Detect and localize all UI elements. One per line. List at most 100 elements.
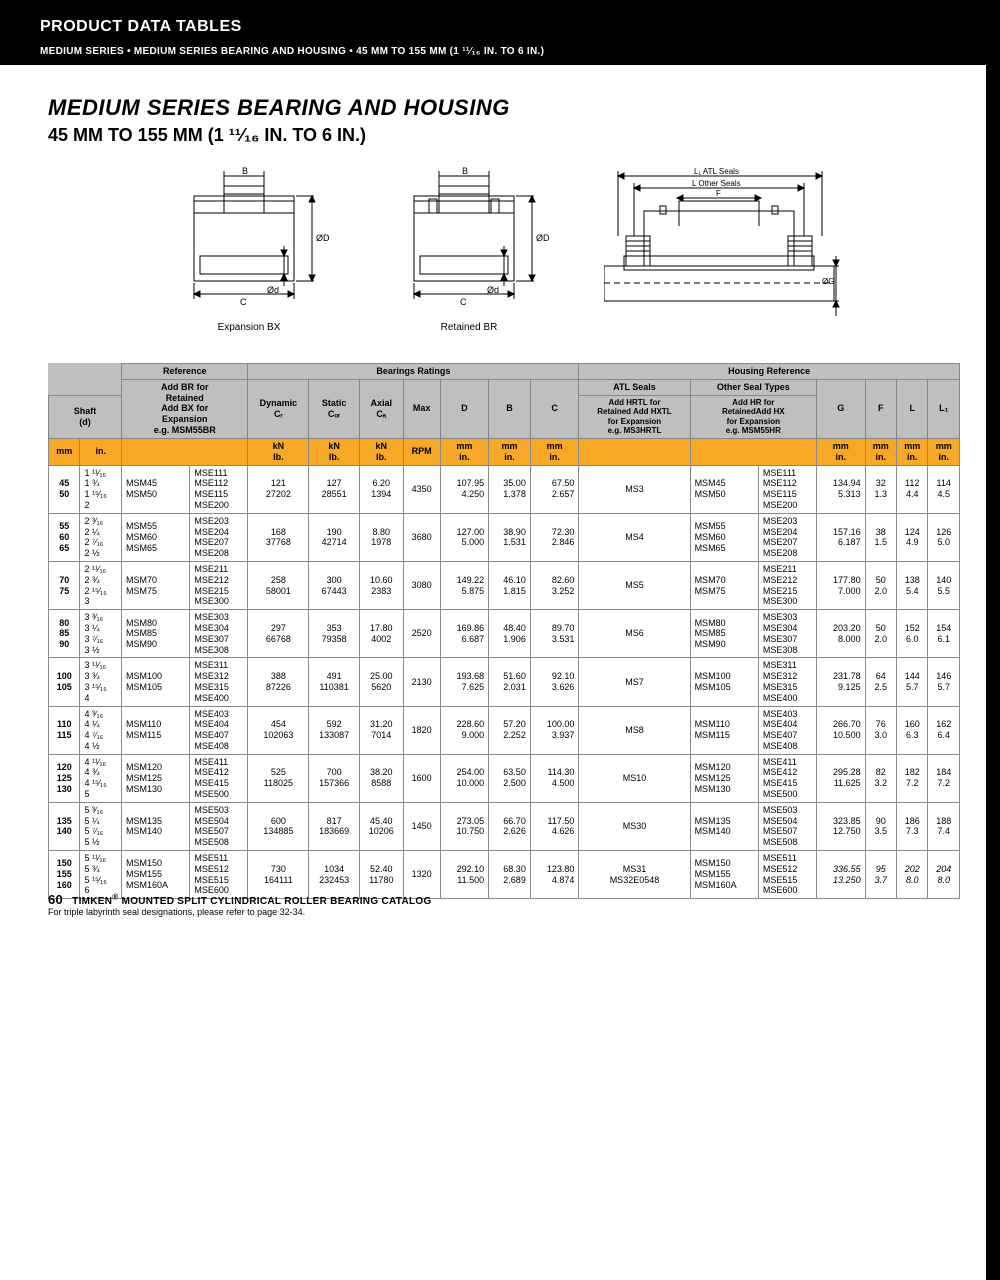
diagram-retained-br: B ØD Ød: [384, 166, 554, 333]
unit-kn-3: kN lb.: [359, 438, 403, 465]
cell-ref2: MSE503 MSE504 MSE507 MSE508: [190, 802, 248, 850]
cell-dyn: 297 66768: [248, 610, 309, 658]
hdr-atl-note: Add HRTL forRetained Add HXTLfor Expansi…: [579, 395, 690, 438]
cell-rpm: 1600: [403, 754, 440, 802]
cell-rpm: 4350: [403, 465, 440, 513]
cell-shaft_in: 3 ³⁄₁₆ 3 ¼ 3 ⁷⁄₁₆ 3 ½: [80, 610, 122, 658]
cell-B: 38.90 1.531: [489, 513, 531, 561]
cell-F: 90 3.5: [865, 802, 896, 850]
cell-ref1: MSM55 MSM60 MSM65: [121, 513, 189, 561]
cell-ref1: MSM120 MSM125 MSM130: [121, 754, 189, 802]
page-number: 60: [48, 892, 63, 907]
svg-text:L₁ ATL Seals: L₁ ATL Seals: [694, 167, 739, 176]
cell-ax: 6.20 1394: [359, 465, 403, 513]
cell-ref2: MSE311 MSE312 MSE315 MSE400: [190, 658, 248, 706]
cell-stat: 190 42714: [309, 513, 360, 561]
header-sub: MEDIUM SERIES • MEDIUM SERIES BEARING AN…: [40, 46, 960, 57]
cell-oth2: MSE111 MSE112 MSE115 MSE200: [758, 465, 816, 513]
cell-atl: MS3: [579, 465, 690, 513]
cell-ref1: MSM135 MSM140: [121, 802, 189, 850]
cell-stat: 817 183669: [309, 802, 360, 850]
cell-atl: MS4: [579, 513, 690, 561]
cell-L: 160 6.3: [897, 706, 928, 754]
hdr-shaft: Shaft (d): [49, 395, 122, 438]
hdr-housing-ref: Housing Reference: [579, 364, 960, 380]
cell-ref2: MSE411 MSE412 MSE415 MSE500: [190, 754, 248, 802]
cell-oth1: MSM100 MSM105: [690, 658, 758, 706]
cell-dyn: 454 102063: [248, 706, 309, 754]
hdr-bearings-ratings: Bearings Ratings: [248, 364, 579, 380]
cell-dyn: 388 87226: [248, 658, 309, 706]
cell-F: 95 3.7: [865, 851, 896, 899]
cell-shaft_in: 2 ³⁄₁₆ 2 ¼ 2 ⁷⁄₁₆ 2 ½: [80, 513, 122, 561]
cell-D: 228.60 9.000: [440, 706, 489, 754]
hdr-L: L: [897, 379, 928, 438]
cell-dyn: 121 27202: [248, 465, 309, 513]
cell-D: 149.22 5.875: [440, 561, 489, 609]
cell-atl: MS30: [579, 802, 690, 850]
table-row: 110 1154 ³⁄₁₆ 4 ¼ 4 ⁷⁄₁₆ 4 ½MSM110 MSM11…: [49, 706, 960, 754]
cell-oth1: MSM55 MSM60 MSM65: [690, 513, 758, 561]
hdr-static: Static Cₒᵣ: [309, 379, 360, 438]
cell-D: 169.86 6.687: [440, 610, 489, 658]
cell-oth1: MSM120 MSM125 MSM130: [690, 754, 758, 802]
cell-F: 64 2.5: [865, 658, 896, 706]
cell-F: 82 3.2: [865, 754, 896, 802]
cell-C: 89.70 3.531: [530, 610, 579, 658]
cell-B: 48.40 1.906: [489, 610, 531, 658]
hdr-max: Max: [403, 379, 440, 438]
cell-L1: 204 8.0: [928, 851, 960, 899]
svg-text:C: C: [460, 297, 467, 307]
cell-ref2: MSE403 MSE404 MSE407 MSE408: [190, 706, 248, 754]
cell-atl: MS7: [579, 658, 690, 706]
cell-D: 254.00 10.000: [440, 754, 489, 802]
cell-oth1: MSM45 MSM50: [690, 465, 758, 513]
cell-L1: 184 7.2: [928, 754, 960, 802]
cell-dyn: 168 37768: [248, 513, 309, 561]
cell-F: 50 2.0: [865, 610, 896, 658]
cell-F: 50 2.0: [865, 561, 896, 609]
cell-ref1: MSM80 MSM85 MSM90: [121, 610, 189, 658]
cell-dyn: 600 134885: [248, 802, 309, 850]
footnote: For triple labyrinth seal designations, …: [48, 907, 960, 917]
cell-dyn: 258 58001: [248, 561, 309, 609]
cell-L1: 126 5.0: [928, 513, 960, 561]
unit-in: in.: [80, 438, 122, 465]
cell-L1: 140 5.5: [928, 561, 960, 609]
cell-G: 157.16 6.187: [817, 513, 866, 561]
cell-ax: 38.20 8588: [359, 754, 403, 802]
svg-text:B: B: [242, 166, 248, 176]
cell-shaft_mm: 70 75: [49, 561, 80, 609]
cell-G: 323.85 12.750: [817, 802, 866, 850]
cell-L: 202 8.0: [897, 851, 928, 899]
cell-G: 295.28 11.625: [817, 754, 866, 802]
cell-ref1: MSM70 MSM75: [121, 561, 189, 609]
page-footer: 60 TIMKEN® MOUNTED SPLIT CYLINDRICAL ROL…: [48, 892, 432, 907]
cell-L: 112 4.4: [897, 465, 928, 513]
cell-atl: MS5: [579, 561, 690, 609]
table-row: 80 85 903 ³⁄₁₆ 3 ¼ 3 ⁷⁄₁₆ 3 ½MSM80 MSM85…: [49, 610, 960, 658]
cell-shaft_in: 5 ³⁄₁₆ 5 ¼ 5 ⁷⁄₁₆ 5 ½: [80, 802, 122, 850]
svg-text:C: C: [240, 297, 247, 307]
unit-mmin-1: mm in.: [440, 438, 489, 465]
cell-oth2: MSE411 MSE412 MSE415 MSE500: [758, 754, 816, 802]
cell-oth2: MSE311 MSE312 MSE315 MSE400: [758, 658, 816, 706]
cell-shaft_in: 1 ¹¹⁄₁₆ 1 ¾ 1 ¹⁵⁄₁₆ 2: [80, 465, 122, 513]
cell-ref2: MSE203 MSE204 MSE207 MSE208: [190, 513, 248, 561]
hdr-other-note: Add HR forRetainedAdd HXfor Expansione.g…: [690, 395, 816, 438]
hdr-C: C: [530, 379, 579, 438]
table-row: 70 752 ¹¹⁄₁₆ 2 ¾ 2 ¹⁵⁄₁₆ 3MSM70 MSM75MSE…: [49, 561, 960, 609]
cell-oth2: MSE503 MSE504 MSE507 MSE508: [758, 802, 816, 850]
cell-F: 32 1.3: [865, 465, 896, 513]
cell-shaft_mm: 55 60 65: [49, 513, 80, 561]
hdr-reference: Reference: [121, 364, 247, 380]
cell-D: 273.05 10.750: [440, 802, 489, 850]
table-row: 55 60 652 ³⁄₁₆ 2 ¼ 2 ⁷⁄₁₆ 2 ½MSM55 MSM60…: [49, 513, 960, 561]
cell-ax: 8.80 1978: [359, 513, 403, 561]
cell-stat: 592 133087: [309, 706, 360, 754]
cell-B: 57.20 2.252: [489, 706, 531, 754]
hdr-L1: L₁: [928, 379, 960, 438]
svg-text:B: B: [462, 166, 468, 176]
cell-rpm: 3680: [403, 513, 440, 561]
cell-shaft_mm: 110 115: [49, 706, 80, 754]
